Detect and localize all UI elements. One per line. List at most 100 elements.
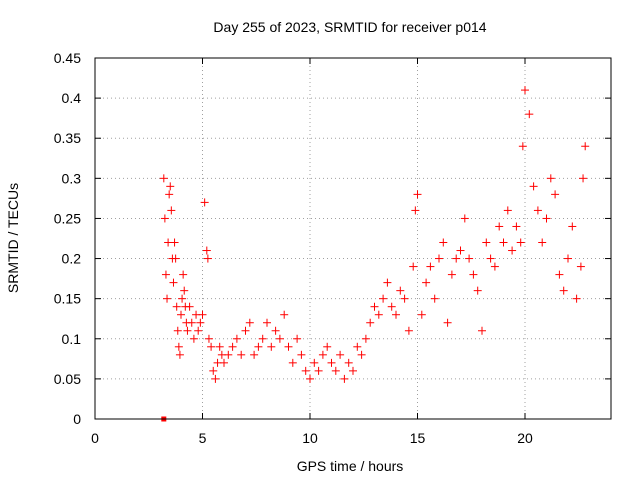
data-point <box>478 326 486 335</box>
data-point <box>202 246 211 255</box>
data-point <box>521 86 529 95</box>
data-point <box>331 366 340 375</box>
data-point <box>310 358 319 367</box>
x-tick-label: 0 <box>91 430 99 446</box>
data-point <box>379 294 388 303</box>
data-point <box>417 310 426 319</box>
data-point <box>460 214 469 223</box>
x-tick-label: 20 <box>517 430 533 446</box>
data-point <box>447 270 456 279</box>
data-point <box>529 182 538 191</box>
data-point <box>443 318 452 327</box>
data-point <box>163 294 172 303</box>
data-point <box>422 278 431 287</box>
data-point <box>167 206 176 215</box>
data-point <box>211 374 220 383</box>
data-point <box>224 350 233 359</box>
data-point <box>576 262 585 271</box>
data-point <box>508 246 517 255</box>
y-tick-label: 0.4 <box>62 90 82 106</box>
data-point <box>185 302 194 311</box>
data-point <box>409 262 418 271</box>
data-point <box>404 326 413 335</box>
data-point <box>189 334 198 343</box>
data-point <box>572 294 581 303</box>
data-point <box>245 318 254 327</box>
data-point <box>314 366 323 375</box>
data-point <box>349 366 357 375</box>
grid <box>95 58 611 419</box>
data-point <box>581 142 590 151</box>
data-point <box>400 294 409 303</box>
data-point <box>254 342 263 351</box>
data-point <box>232 334 241 343</box>
data-point <box>452 254 461 263</box>
data-point <box>482 238 491 247</box>
data-point <box>173 326 182 335</box>
data-point <box>499 238 508 247</box>
data-point <box>516 238 525 247</box>
data-point <box>426 262 435 271</box>
data-point <box>361 334 370 343</box>
x-tick-label: 10 <box>302 430 318 446</box>
data-point <box>207 342 216 351</box>
data-point <box>250 350 259 359</box>
data-point <box>387 302 396 311</box>
y-tick-label: 0.35 <box>54 130 81 146</box>
y-tick-label: 0.3 <box>62 170 82 186</box>
y-tick-label: 0.05 <box>54 371 81 387</box>
chart-title: Day 255 of 2023, SRMTID for receiver p01… <box>213 19 486 35</box>
data-point <box>271 326 280 335</box>
data-point <box>336 350 345 359</box>
data-point <box>297 350 306 359</box>
data-point <box>203 254 212 263</box>
data-point <box>177 310 185 319</box>
y-tick-label: 0.45 <box>54 50 81 66</box>
y-tick-label: 0.1 <box>62 331 82 347</box>
data-point <box>204 334 213 343</box>
data-point <box>258 334 267 343</box>
data-point <box>170 238 179 247</box>
y-tick-label: 0.2 <box>62 251 82 267</box>
data-point <box>518 142 527 151</box>
y-axis-label: SRMTID / TECUs <box>5 183 21 293</box>
data-point <box>383 278 392 287</box>
data-point <box>465 254 474 263</box>
data-point <box>512 222 521 231</box>
data-point <box>215 342 224 351</box>
data-point <box>542 214 551 223</box>
data-point <box>555 270 564 279</box>
x-axis-label: GPS time / hours <box>297 458 404 474</box>
data-point <box>165 190 174 199</box>
data-point <box>179 270 188 279</box>
data-point <box>533 206 542 215</box>
data-point <box>490 262 499 271</box>
data-point <box>559 286 568 295</box>
data-point <box>546 174 555 183</box>
data-point <box>171 254 180 263</box>
data-point <box>392 310 400 319</box>
data-point <box>486 254 495 263</box>
data-point <box>439 238 448 247</box>
data-point <box>196 318 205 327</box>
data-point <box>568 222 577 231</box>
data-point <box>435 254 443 263</box>
axes: 0 5 10 15 20 0 0.05 0.1 0.15 0.2 0.25 0.3 0.35 0.4 0.4… <box>54 50 612 446</box>
data-point <box>209 366 218 375</box>
data-point <box>503 206 512 215</box>
data-point <box>178 294 187 303</box>
data-point <box>301 366 310 375</box>
data-point <box>194 326 203 335</box>
data-point <box>340 374 349 383</box>
data-point <box>396 286 405 295</box>
data-point <box>198 310 207 319</box>
plot-frame <box>94 57 612 420</box>
data-point <box>166 182 175 191</box>
data-point <box>160 214 169 223</box>
x-tick-label: 5 <box>199 430 207 446</box>
data-point <box>180 286 189 295</box>
data-point <box>241 326 250 335</box>
data-point <box>456 246 465 255</box>
data-point <box>237 350 246 359</box>
data-point <box>293 334 302 343</box>
